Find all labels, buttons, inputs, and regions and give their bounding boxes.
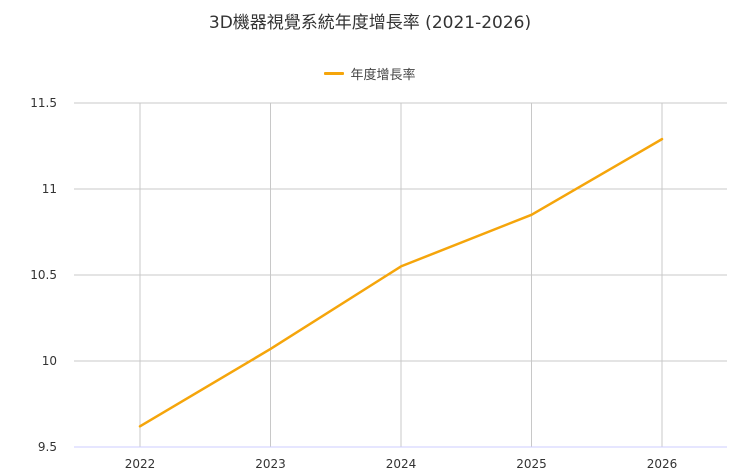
- legend-swatch: [324, 72, 345, 75]
- x-tick-label: 2024: [386, 457, 417, 471]
- y-tick-label: 11: [42, 182, 57, 196]
- x-tick-label: 2026: [647, 457, 678, 471]
- y-tick-label: 10: [42, 354, 57, 368]
- legend-label: 年度增長率: [350, 68, 416, 83]
- y-tick-label: 9.5: [38, 440, 57, 454]
- series-layer: [138, 137, 664, 428]
- tick-labels: 9.5 10 10.5 11 11.5 2022 2023 2024 2025 2026: [30, 96, 677, 471]
- y-tick-label: 10.5: [30, 268, 57, 282]
- x-tick-label: 2023: [255, 457, 286, 471]
- series-line: [138, 137, 664, 428]
- x-tick-label: 2022: [125, 457, 156, 471]
- chart-title: 3D機器視覺系統年度增長率 (2021-2026): [208, 13, 532, 33]
- x-tick-label: 2025: [516, 457, 547, 471]
- grid: [74, 102, 727, 447]
- legend: 年度增長率: [0, 64, 740, 83]
- y-tick-label: 11.5: [30, 96, 57, 110]
